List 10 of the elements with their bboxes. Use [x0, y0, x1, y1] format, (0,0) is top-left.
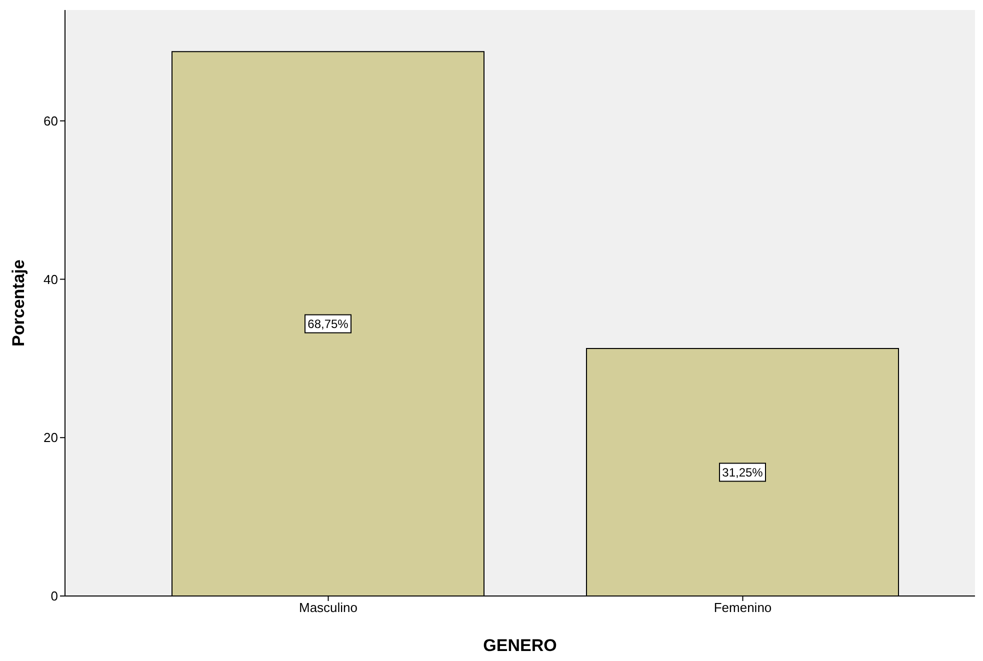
x-tick-label: Masculino: [298, 600, 358, 616]
data-label: 31,25%: [722, 465, 764, 480]
y-tick-label: 0: [50, 588, 58, 604]
x-axis-title: GENERO: [483, 636, 557, 655]
y-tick-label: 20: [44, 430, 58, 446]
y-axis-title: Porcentaje: [9, 260, 28, 346]
x-tick-label: Femenino: [714, 600, 772, 616]
y-tick-label: 60: [44, 113, 58, 128]
y-tick-label: 40: [44, 272, 58, 287]
data-label: 68,75%: [308, 316, 349, 331]
